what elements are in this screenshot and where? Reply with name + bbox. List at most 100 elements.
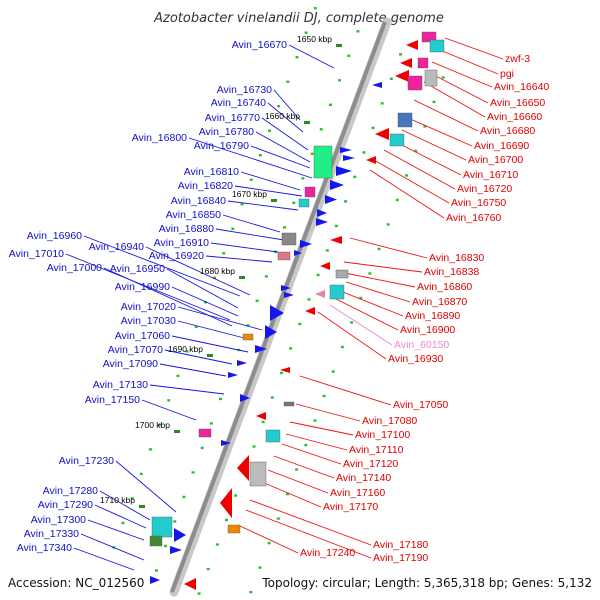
gene-glyphs (149, 31, 445, 590)
leader-line (149, 384, 225, 395)
leader-line (227, 200, 299, 211)
gene-box (281, 232, 297, 246)
leader-line (261, 117, 309, 151)
gene-box (298, 198, 310, 208)
gene-label-left: Avin_16790 (194, 140, 249, 152)
gene-label-left: Avin_16770 (205, 112, 260, 124)
gene-label-right: Avin_17180 (373, 539, 428, 551)
gene-label-left: Avin_16960 (27, 230, 82, 242)
leader-line (285, 433, 348, 451)
gene-label-left: Avin_17280 (43, 485, 98, 497)
leader-line (345, 281, 411, 303)
leader-line (329, 304, 393, 346)
gene-box (242, 333, 254, 341)
leader-line (164, 349, 233, 365)
gene-label-left: Avin_16990 (115, 281, 170, 293)
leader-line (267, 469, 329, 494)
rail-tick (377, 247, 381, 251)
gene-label-right: Avin_16760 (446, 212, 501, 224)
gene-label-left: Avin_16820 (178, 180, 233, 192)
rail-tick (399, 53, 403, 56)
rail-tick (279, 371, 283, 375)
gene-box (407, 75, 423, 91)
rail-tick (194, 325, 198, 329)
gene-arrow (375, 128, 389, 140)
gene-box (329, 284, 345, 300)
rail-tick (249, 590, 253, 594)
leader-line (373, 159, 450, 204)
gene-arrow (315, 290, 325, 298)
leader-line (94, 504, 147, 529)
leader-line (166, 268, 239, 309)
gene-label-left: Avin_17030 (121, 315, 176, 327)
leader-line (222, 214, 281, 233)
gene-label-left: Avin_16800 (132, 132, 187, 144)
rail-tick (268, 129, 272, 132)
gene-box (389, 133, 405, 147)
rail-tick (240, 203, 244, 206)
leader-line (439, 49, 499, 75)
gene-box (424, 69, 438, 87)
gene-arrow (320, 262, 330, 270)
gene-label-right: Avin_16838 (424, 266, 479, 278)
gene-label-right: Avin_16710 (463, 169, 518, 181)
gene-label-right: Avin_16650 (490, 97, 545, 109)
gene-label-right: Avin_17240 (300, 547, 355, 559)
gene-label-left: Avin_17090 (103, 358, 158, 370)
rail-tick (322, 394, 326, 398)
rail-tick (289, 347, 293, 350)
leader-line (413, 99, 479, 132)
rail-tick (176, 374, 180, 378)
leader-line (339, 271, 416, 288)
kbp-label: 1680 kbp (200, 266, 235, 276)
rail-tick (359, 296, 363, 300)
kbp-tick (139, 505, 145, 508)
leader-line (87, 519, 145, 541)
gene-label-left: Avin_16950 (110, 263, 165, 275)
gene-label-left: Avin_16920 (149, 250, 204, 262)
leader-line (115, 460, 177, 513)
rail-tick (389, 77, 393, 81)
gene-label-right: Avin_17160 (330, 487, 385, 499)
leader-line (337, 289, 404, 317)
rail-tick (285, 492, 289, 496)
gene-box (249, 461, 267, 487)
leader-line (267, 102, 304, 133)
rail-tick (386, 223, 390, 226)
rail-tick (182, 495, 186, 499)
kbp-tick (239, 276, 245, 279)
rail-tick (215, 543, 219, 546)
gene-arrow (265, 325, 277, 339)
gene-label-right: Avin_16720 (457, 183, 512, 195)
gene-label-right: Avin_16640 (494, 81, 549, 93)
rail-tick (249, 178, 253, 181)
gene-box (277, 251, 291, 261)
leader-line (383, 149, 456, 190)
leader-line (240, 171, 301, 191)
rail-tick (328, 103, 332, 106)
leader-line (289, 421, 354, 436)
rail-tick (286, 80, 290, 83)
gene-arrow (150, 576, 160, 584)
rail-tick (206, 567, 210, 571)
rail-tick (203, 301, 207, 304)
gene-label-right: Avin_16750 (451, 197, 506, 209)
rail-tick (154, 569, 158, 572)
rail-tick (334, 224, 338, 228)
leader-line (255, 131, 311, 163)
rail-tick (277, 105, 281, 108)
rail-tick (340, 345, 344, 349)
gene-arrow (281, 285, 291, 291)
topology-text: Topology: circular; Length: 5,365,318 bp… (261, 576, 592, 590)
gene-arrow (395, 70, 409, 82)
kbp-tick (304, 121, 310, 124)
rail-tick (139, 472, 143, 476)
rail-tick (252, 445, 256, 448)
gene-arrow (280, 367, 290, 373)
rail-tick (246, 324, 250, 327)
gene-label-right: Avin_17050 (393, 399, 448, 411)
rail-tick (148, 448, 152, 451)
gene-arrow (237, 360, 247, 366)
